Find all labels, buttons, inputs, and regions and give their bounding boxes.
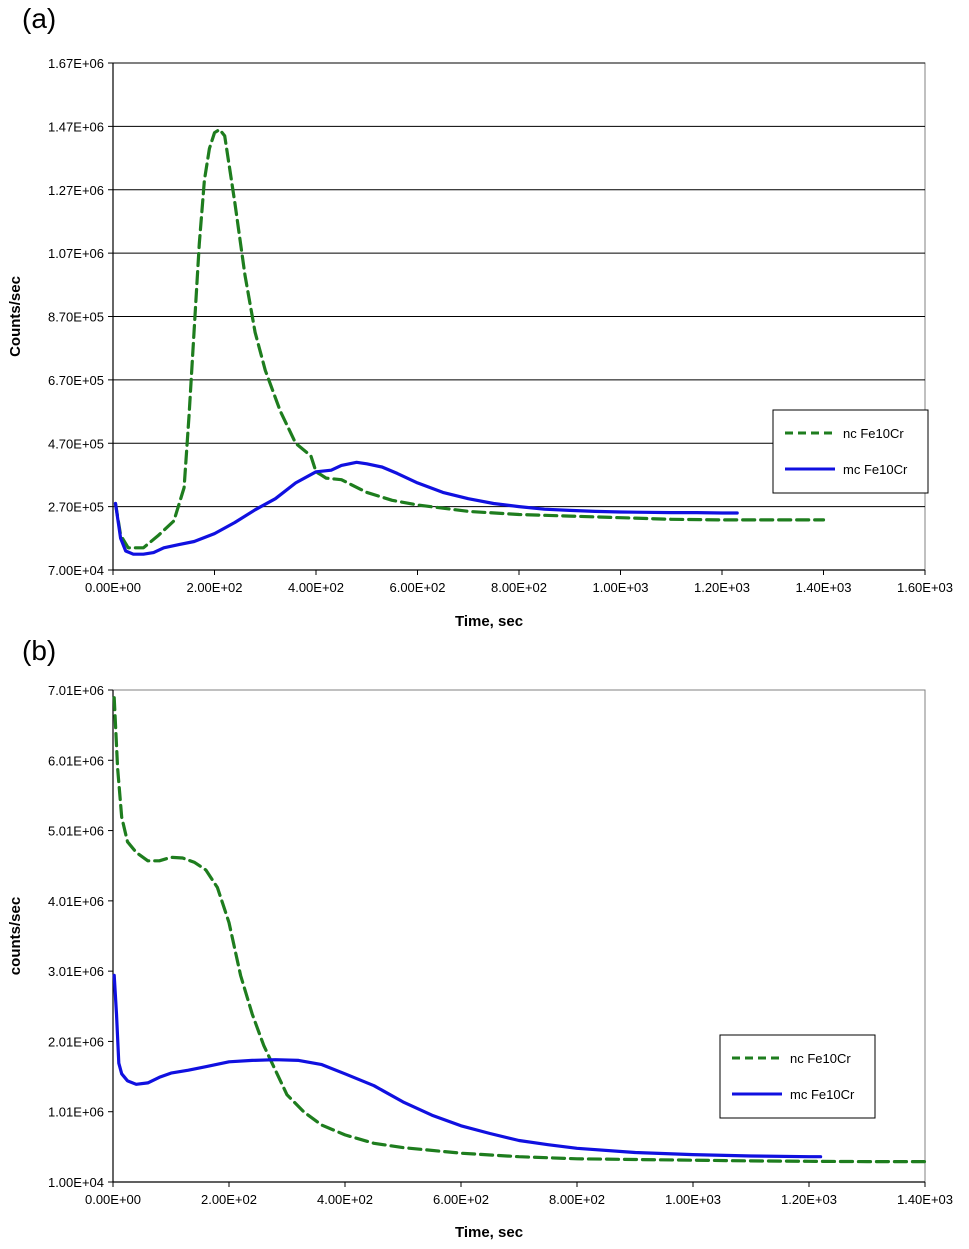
x-axis-title: Time, sec (455, 1224, 523, 1241)
x-tick-label: 1.60E+03 (897, 580, 953, 595)
chart-panel-a: (a) 7.00E+04 2.70E+05 4.70E+05 6.70E+05 8.70E… (7, 3, 953, 630)
y-tick-label: 1.01E+06 (48, 1105, 104, 1120)
y-tick-label: 1.00E+04 (48, 1175, 104, 1190)
y-tick-label: 4.70E+05 (48, 436, 104, 451)
legend-box (772, 409, 929, 494)
y-tick-label: 2.01E+06 (48, 1034, 104, 1049)
y-tick-label: 4.01E+06 (48, 894, 104, 909)
y-tick-label: 3.01E+06 (48, 964, 104, 979)
series-line-mc-fe10cr (113, 460, 739, 556)
y-tick-label: 5.01E+06 (48, 824, 104, 839)
x-tick-label: 8.00E+02 (549, 1192, 605, 1207)
y-tick-label: 6.01E+06 (48, 753, 104, 768)
y-tick-label: 7.01E+06 (48, 683, 104, 698)
x-tick-label: 1.20E+03 (781, 1192, 837, 1207)
y-tick-label: 1.07E+06 (48, 246, 104, 261)
series-line-mc-fe10cr (112, 973, 823, 1159)
x-tick-label: 1.20E+03 (694, 580, 750, 595)
y-tick-label: 1.27E+06 (48, 183, 104, 198)
legend-label: mc Fe10Cr (790, 1087, 855, 1102)
y-tick-label: 1.67E+06 (48, 56, 104, 71)
x-tick-label: 0.00E+00 (85, 1192, 141, 1207)
x-tick-label: 8.00E+02 (491, 580, 547, 595)
x-tick-label: 1.40E+03 (897, 1192, 953, 1207)
x-tick-label: 0.00E+00 (85, 580, 141, 595)
panel-label: (b) (22, 635, 56, 666)
x-tick-label: 1.40E+03 (795, 580, 851, 595)
x-tick-label: 1.00E+03 (592, 580, 648, 595)
x-tick-label: 6.00E+02 (433, 1192, 489, 1207)
x-tick-label: 2.00E+02 (201, 1192, 257, 1207)
y-tick-label: 6.70E+05 (48, 373, 104, 388)
y-axis-title: Counts/sec (7, 276, 24, 357)
x-tick-label: 4.00E+02 (288, 580, 344, 595)
y-tick-label: 2.70E+05 (48, 500, 104, 515)
x-tick-label: 1.00E+03 (665, 1192, 721, 1207)
legend-label: nc Fe10Cr (790, 1051, 851, 1066)
series-line-nc-fe10cr (113, 127, 826, 550)
panel-label: (a) (22, 3, 56, 34)
series-line-nc-fe10cr (112, 696, 927, 1164)
y-tick-label: 7.00E+04 (48, 563, 104, 578)
chart-panel-b: (b) 1.00E+04 1.01E+06 2.01E+06 3.01E+06 4.01E… (7, 635, 953, 1241)
legend-label: mc Fe10Cr (843, 462, 908, 477)
y-tick-label: 8.70E+05 (48, 310, 104, 325)
x-tick-label: 6.00E+02 (389, 580, 445, 595)
legend-box (719, 1034, 876, 1119)
legend-label: nc Fe10Cr (843, 426, 904, 441)
x-axis-title: Time, sec (455, 613, 523, 630)
y-axis-title: counts/sec (7, 897, 24, 975)
x-tick-label: 4.00E+02 (317, 1192, 373, 1207)
y-tick-label: 1.47E+06 (48, 119, 104, 134)
x-tick-label: 2.00E+02 (186, 580, 242, 595)
